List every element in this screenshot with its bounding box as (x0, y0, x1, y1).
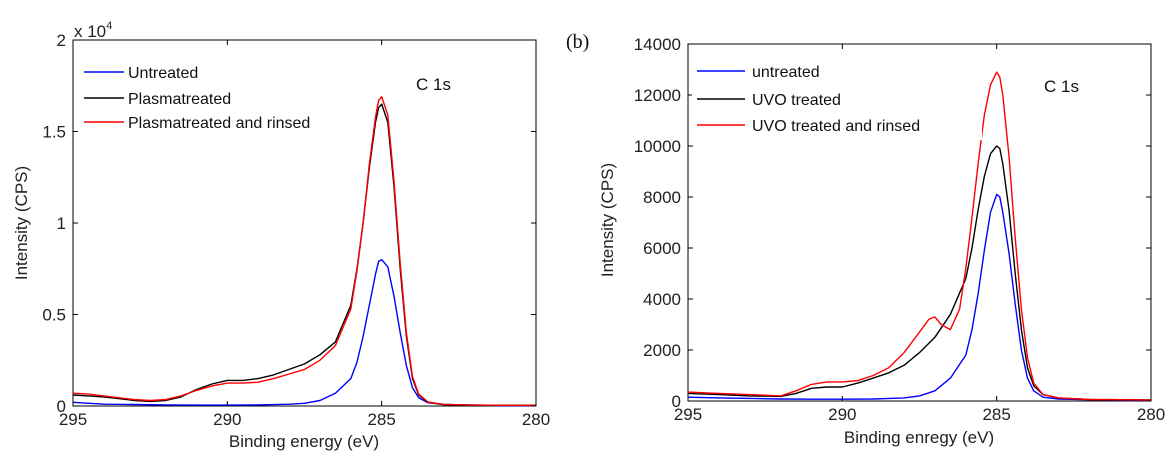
chart-a-x-tick-label-295: 295 (59, 410, 87, 429)
chart-b-y-tick-label-14000: 14000 (634, 35, 681, 54)
chart-b-legend-label-uvo-treated: UVO treated (752, 92, 841, 109)
chart-a-x-axis-label: Binding energy (eV) (229, 432, 379, 451)
chart-b-legend-box (692, 60, 982, 140)
chart-a-x-tick-label-290: 290 (213, 410, 241, 429)
chart-a-y-tick-label-0: 0 (57, 397, 66, 416)
chart-b-curves (687, 71, 1152, 401)
chart-b-x-tick-label-280: 280 (1137, 405, 1165, 424)
chart-a-legend-entry-untreated: Untreated (84, 65, 198, 82)
chart-a-series-untreated (72, 258, 536, 407)
chart-b-series-uvo-treated (687, 145, 1152, 401)
chart-b-x-tick-label-285: 285 (982, 405, 1010, 424)
chart-b-legend: untreated UVO treated UVO treated and ri… (692, 60, 982, 140)
chart-b-y-axis-label: Intensity (CPS) (598, 163, 617, 277)
chart-a-x-tick-label-285: 285 (367, 410, 395, 429)
chart-a-y-axis-label: Intensity (CPS) (12, 166, 31, 280)
chart-a-y-tick-label-20000: 2 (57, 31, 66, 50)
chart-b-x-axis-label: Binding enregy (eV) (844, 428, 994, 447)
chart-b-y-tick-label-12000: 12000 (634, 86, 681, 105)
chart-b-legend-entry-untreated: untreated (697, 64, 820, 81)
chart-a-y-tick-label-5000: 0.5 (42, 306, 66, 325)
chart-a-legend-entry-rinsed: Plasmatreated and rinsed (84, 115, 310, 132)
chart-b-y-tick-label-8000: 8000 (643, 188, 681, 207)
chart-a-y-multiplier: x 104 (74, 20, 112, 41)
chart-b-y-tick-label-4000: 4000 (643, 290, 681, 309)
chart-b-legend-entry-uvo-treated: UVO treated (697, 92, 841, 109)
chart-b-series-uvo-treated-and-rinsed (687, 71, 1152, 401)
chart-b-legend-label-uvo-rinsed: UVO treated and rinsed (752, 118, 920, 135)
chart-a-y-axis: 0 0.5 1 1.5 2 (42, 31, 536, 416)
chart-b-y-tick-label-6000: 6000 (643, 239, 681, 258)
chart-b-x-tick-label-295: 295 (674, 405, 702, 424)
chart-b-y-tick-label-2000: 2000 (643, 341, 681, 360)
chart-b-x-tick-label-290: 290 (828, 405, 856, 424)
chart-b-x-axis: 295 290 285 280 (674, 44, 1165, 424)
chart-a-legend-label-untreated: Untreated (128, 65, 198, 82)
chart-a-legend-entry-plasmatreated: Plasmatreated (84, 91, 231, 108)
chart-b-y-tick-label-10000: 10000 (634, 137, 681, 156)
chart-a-curves (72, 95, 536, 407)
chart-b-legend-label-untreated: untreated (752, 64, 820, 81)
chart-a-x-axis: 295 290 285 280 (59, 40, 550, 429)
chart-b: (b) 295 290 285 280 0 2000 4000 6000 8000 10000 1… (566, 31, 1165, 447)
chart-a: 295 290 285 280 0 0.5 1 1.5 2 x 104 Binding ene… (12, 20, 550, 451)
chart-a-legend-box (79, 60, 369, 134)
chart-a-peak-annotation: C 1s (416, 75, 451, 94)
chart-a-legend-label-plasmatreated: Plasmatreated (128, 91, 231, 108)
chart-b-legend-entry-uvo-rinsed: UVO treated and rinsed (697, 118, 920, 135)
chart-b-series-untreated (687, 193, 1152, 401)
chart-a-series-plasmatreated-and-rinsed (72, 95, 536, 406)
chart-b-y-tick-label-0: 0 (672, 392, 681, 411)
chart-b-panel-label: (b) (566, 31, 589, 53)
chart-a-x-tick-label-280: 280 (522, 410, 550, 429)
chart-a-y-tick-label-10000: 1 (57, 214, 66, 233)
chart-b-peak-annotation: C 1s (1044, 77, 1079, 96)
chart-b-y-axis: 0 2000 4000 6000 8000 10000 12000 14000 (634, 35, 1151, 411)
chart-a-legend: Untreated Plasmatreated Plasmatreated an… (79, 60, 369, 134)
chart-a-y-tick-label-15000: 1.5 (42, 123, 66, 142)
chart-a-legend-label-rinsed: Plasmatreated and rinsed (128, 115, 310, 132)
